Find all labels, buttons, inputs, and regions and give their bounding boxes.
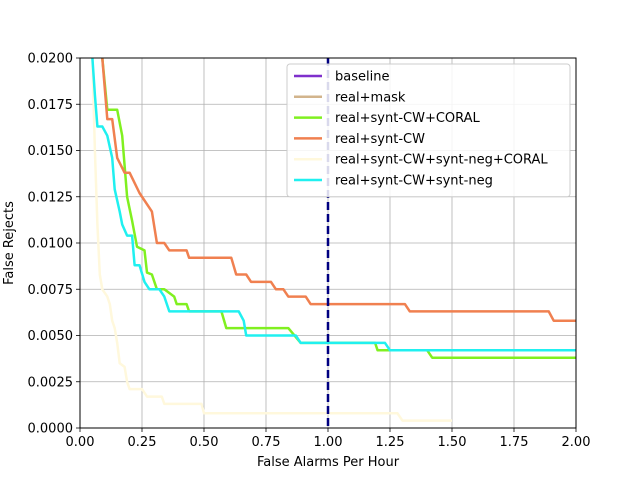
legend-label: real+synt-CW xyxy=(335,132,425,147)
y-tick-label: 0.0025 xyxy=(28,375,74,390)
legend-label: real+mask xyxy=(335,90,406,105)
axis-ticks: 0.00 0.25 0.50 0.75 1.00 1.25 1.50 1.75 2.00 0.00… xyxy=(28,52,591,451)
series-lines xyxy=(91,57,576,422)
legend-label: baseline xyxy=(335,70,389,85)
x-tick-label: 0.50 xyxy=(190,435,219,450)
series-line-real-synt-cw-synt-neg xyxy=(91,57,576,352)
x-tick-label: 1.50 xyxy=(438,435,467,450)
x-tick-label: 1.75 xyxy=(500,435,529,450)
legend-label: real+synt-CW+synt-neg xyxy=(335,174,493,189)
x-tick-label: 0.00 xyxy=(66,435,95,450)
y-tick-label: 0.0050 xyxy=(28,329,74,344)
x-tick-label: 2.00 xyxy=(562,435,591,450)
y-tick-label: 0.0075 xyxy=(28,283,74,298)
x-tick-label: 1.00 xyxy=(314,435,343,450)
series-line-real-synt-cw-synt-neg-coral xyxy=(91,57,452,422)
y-tick-label: 0.0150 xyxy=(28,144,74,159)
legend-box xyxy=(286,63,571,198)
y-axis-label: False Rejects xyxy=(2,201,17,285)
y-tick-label: 0.0125 xyxy=(28,190,74,205)
legend-label: real+synt-CW+CORAL xyxy=(335,111,481,126)
x-axis-label: False Alarms Per Hour xyxy=(257,455,400,470)
series-line-real-synt-cw xyxy=(101,57,576,322)
x-tick-label: 0.25 xyxy=(128,435,157,450)
y-tick-label: 0.0000 xyxy=(28,422,74,437)
x-tick-label: 1.25 xyxy=(376,435,405,450)
x-tick-label: 0.75 xyxy=(252,435,281,450)
y-tick-label: 0.0175 xyxy=(28,98,74,113)
y-tick-label: 0.0200 xyxy=(28,52,74,67)
legend: baseline real+mask real+synt-CW+CORAL real+… xyxy=(286,63,571,198)
legend-label: real+synt-CW+synt-neg+CORAL xyxy=(335,153,548,168)
y-tick-label: 0.0100 xyxy=(28,237,74,252)
